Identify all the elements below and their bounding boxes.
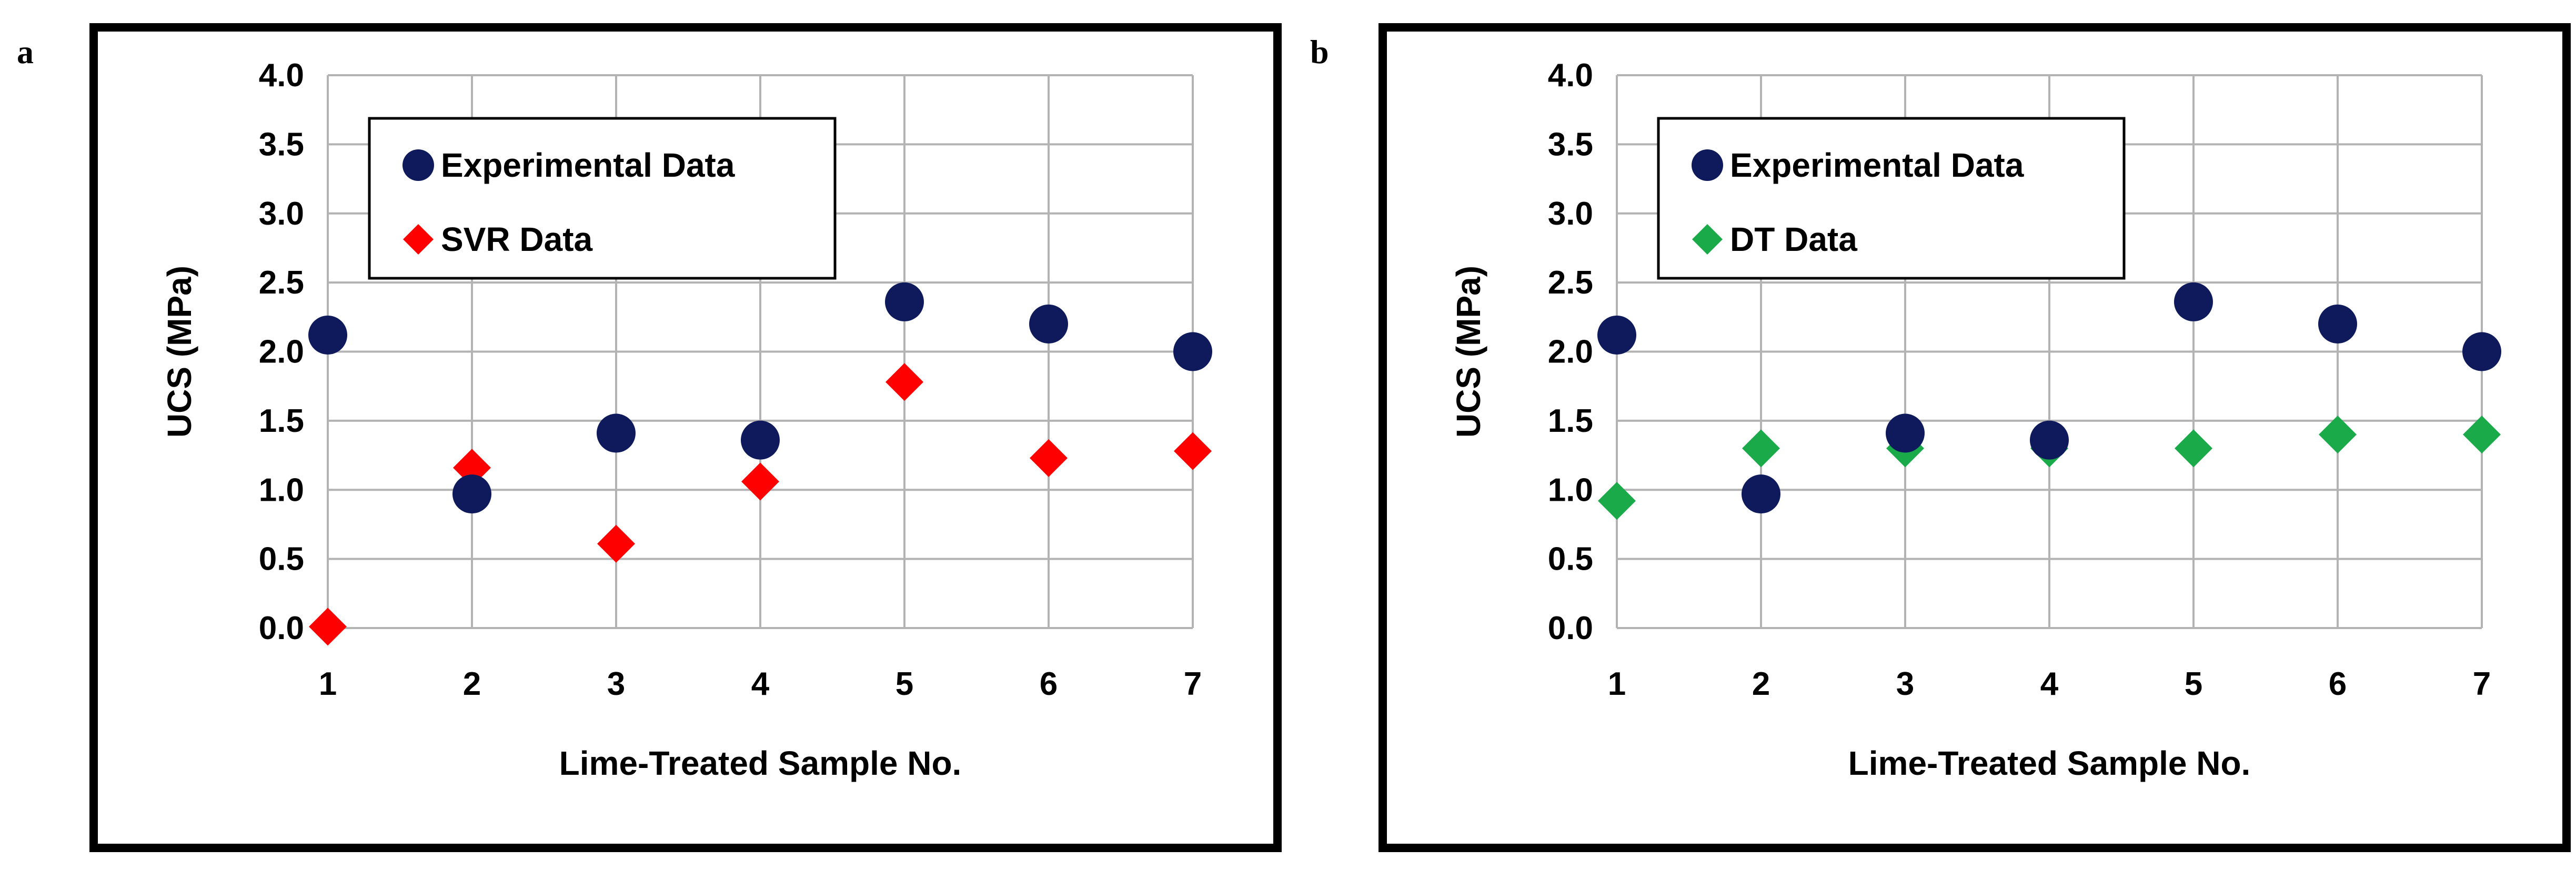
y-tick-label: 0.5 <box>1548 541 1593 578</box>
data-point-diamond <box>741 462 779 501</box>
data-point-circle <box>885 282 924 321</box>
series-experimental <box>308 282 1212 514</box>
data-point-circle <box>1742 474 1780 514</box>
data-point-circle <box>452 474 491 514</box>
y-tick-label: 1.5 <box>259 403 304 439</box>
legend: Experimental Data DT Data <box>1657 117 2126 280</box>
x-tick-label: 2 <box>1752 666 1770 702</box>
data-point-diamond <box>2319 416 2357 454</box>
x-tick-label: 7 <box>1184 666 1202 702</box>
x-tick-label: 7 <box>2473 666 2491 702</box>
y-tick-label: 4.0 <box>259 57 304 94</box>
legend: Experimental Data SVR Data <box>368 117 837 280</box>
legend-label: Experimental Data <box>441 146 735 184</box>
x-tick-label: 1 <box>1608 666 1626 702</box>
y-tick-label: 2.0 <box>259 334 304 370</box>
y-axis-label: UCS (MPa) <box>160 266 198 438</box>
data-point-circle <box>1029 304 1068 343</box>
y-tick-label: 1.0 <box>1548 472 1593 508</box>
y-tick-label: 0.0 <box>1548 610 1593 646</box>
data-point-diamond <box>1598 482 1636 520</box>
legend-label: DT Data <box>1730 220 1857 258</box>
y-tick-label: 1.0 <box>259 472 304 508</box>
series-experimental <box>1597 282 2501 514</box>
data-point-circle <box>1597 315 1636 355</box>
y-tick-label: 3.5 <box>1548 126 1593 163</box>
data-point-diamond <box>597 524 635 563</box>
y-tick-label: 1.5 <box>1548 403 1593 439</box>
x-tick-label: 3 <box>607 666 625 702</box>
x-axis-label: Lime-Treated Sample No. <box>1848 744 2251 782</box>
data-point-diamond <box>1742 429 1780 468</box>
data-point-circle <box>2318 304 2357 343</box>
data-point-circle <box>2462 332 2501 371</box>
data-point-circle <box>2030 420 2069 460</box>
x-tick-label: 5 <box>2185 666 2202 702</box>
chart-panel-a: 0.0 0.5 1.0 1.5 2.0 2.5 3.0 3.5 4.0 1 2 3 4 5 6 7 Lime-T… <box>89 23 1282 852</box>
y-tick-label: 0.0 <box>259 610 304 646</box>
legend-label: Experimental Data <box>1730 146 2024 184</box>
data-point-circle <box>2174 282 2213 321</box>
y-tick-label: 0.5 <box>259 541 304 578</box>
data-point-diamond <box>309 608 347 646</box>
data-point-diamond <box>1030 439 1068 477</box>
x-axis-label: Lime-Treated Sample No. <box>559 744 962 782</box>
y-tick-label: 2.0 <box>1548 334 1593 370</box>
x-tick-label: 4 <box>751 666 770 702</box>
data-point-circle <box>597 413 636 453</box>
data-point-circle <box>308 315 347 355</box>
x-tick-label: 6 <box>1040 666 1058 702</box>
x-tick-label: 3 <box>1896 666 1914 702</box>
x-tick-label: 5 <box>895 666 913 702</box>
legend-box <box>368 117 837 280</box>
data-point-diamond <box>886 363 923 401</box>
chart-panel-b: 0.0 0.5 1.0 1.5 2.0 2.5 3.0 3.5 4.0 1 2 3 4 5 6 7 Lime-T… <box>1378 23 2571 852</box>
panel-label-b: b <box>1310 33 1329 70</box>
data-point-circle <box>741 420 780 460</box>
y-tick-label: 4.0 <box>1548 57 1593 94</box>
legend-marker-circle <box>402 149 434 181</box>
legend-marker-diamond <box>403 224 434 255</box>
y-tick-label: 2.5 <box>259 265 304 301</box>
y-axis-label: UCS (MPa) <box>1450 266 1487 438</box>
data-point-diamond <box>2463 416 2501 454</box>
x-tick-label: 6 <box>2329 666 2347 702</box>
x-tick-label: 2 <box>463 666 481 702</box>
data-point-diamond <box>1174 432 1212 470</box>
x-tick-label: 4 <box>2040 666 2059 702</box>
y-tick-label: 3.0 <box>259 196 304 232</box>
y-tick-label: 3.5 <box>259 126 304 163</box>
y-tick-label: 2.5 <box>1548 265 1593 301</box>
legend-marker-circle <box>1692 149 1723 181</box>
legend-label: SVR Data <box>441 220 593 258</box>
y-tick-label: 3.0 <box>1548 196 1593 232</box>
data-point-diamond <box>2175 429 2212 468</box>
legend-marker-diamond <box>1692 224 1723 255</box>
panel-label-a: a <box>17 33 34 70</box>
x-tick-label: 1 <box>319 666 337 702</box>
data-point-circle <box>1173 332 1212 371</box>
legend-box <box>1657 117 2126 280</box>
data-point-circle <box>1886 413 1925 453</box>
